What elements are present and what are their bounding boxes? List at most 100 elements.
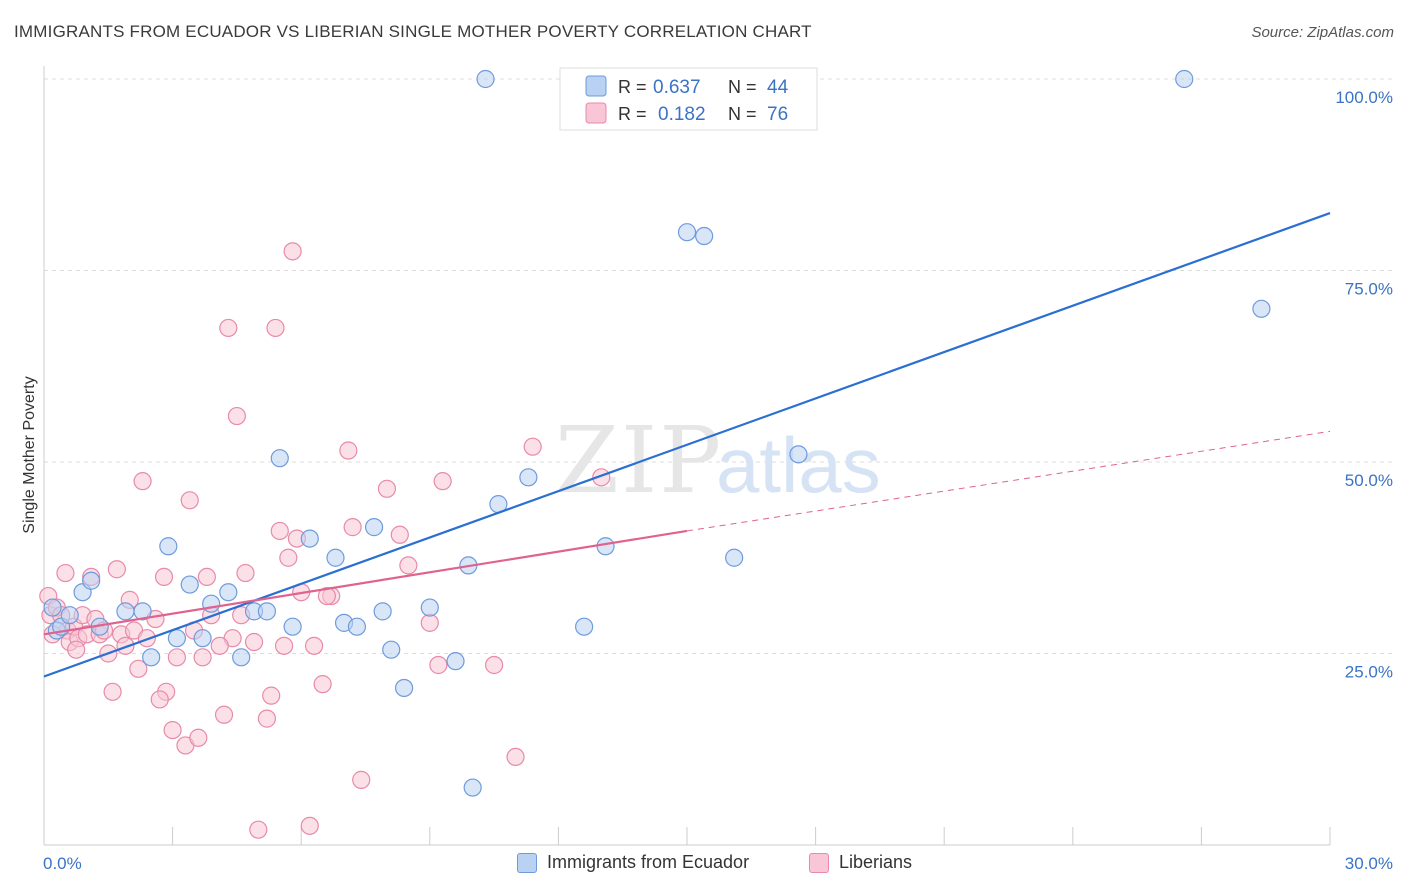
point-liberian: [249, 820, 268, 839]
point-liberian: [167, 648, 186, 667]
x-tick-label-max: 30.0%: [1345, 854, 1393, 873]
point-ecuador: [420, 598, 439, 617]
point-ecuador: [373, 602, 392, 621]
y-axis-title: Single Mother Poverty: [21, 376, 38, 533]
point-ecuador: [257, 602, 277, 621]
point-ecuador: [677, 223, 697, 242]
point-ecuador: [116, 602, 135, 621]
x-tick-label-min: 0.0%: [43, 854, 82, 873]
point-liberian: [279, 548, 298, 567]
point-liberian: [420, 613, 439, 632]
point-liberian: [193, 648, 212, 667]
point-ecuador: [519, 468, 538, 487]
legend-n-label-1: N =: [728, 77, 757, 97]
point-ecuador: [60, 606, 79, 625]
legend-box: R = 0.637 N = 44 R = 0.182 N = 76: [559, 67, 818, 131]
bottom-legend: Immigrants from Ecuador Liberians: [0, 852, 1406, 878]
point-ecuador: [1252, 299, 1271, 318]
point-ecuador: [695, 226, 714, 246]
point-liberian: [377, 479, 397, 498]
point-liberian: [163, 720, 182, 740]
point-liberian: [107, 560, 126, 579]
y-tick-label-25: 25.0%: [1345, 663, 1393, 682]
y-tick-label-75: 75.0%: [1345, 280, 1393, 299]
point-liberian: [266, 318, 285, 338]
series-ecuador-points: [43, 69, 1271, 797]
point-ecuador: [270, 449, 289, 468]
point-liberian: [214, 705, 234, 724]
trend-line-extension-1: [686, 430, 1331, 532]
legend-item-liberians[interactable]: Liberians: [809, 852, 912, 873]
point-liberian: [67, 640, 86, 659]
legend-swatch-liberians-bottom: [809, 852, 829, 873]
point-liberian: [154, 567, 174, 587]
legend-r-label-1: R =: [618, 77, 647, 97]
point-liberian: [352, 770, 371, 789]
point-liberian: [150, 690, 169, 709]
point-liberian: [129, 659, 148, 678]
watermark-zip: ZIP: [555, 407, 723, 514]
point-liberian: [274, 636, 294, 655]
point-ecuador: [283, 617, 302, 636]
legend-swatch-ecuador: [585, 75, 607, 97]
legend-n-value-2: 76: [767, 104, 788, 125]
point-ecuador: [596, 537, 615, 556]
legend-label-liberians: Liberians: [839, 852, 913, 872]
x-tick-labels: 0.0% 30.0%: [43, 854, 1393, 873]
point-liberian: [485, 655, 504, 675]
point-ecuador: [725, 548, 744, 567]
point-ecuador: [382, 640, 401, 659]
point-ecuador: [326, 548, 345, 567]
point-ecuador: [133, 602, 152, 621]
point-ecuador: [347, 617, 367, 636]
legend-n-label-2: N =: [728, 104, 757, 124]
point-ecuador: [180, 575, 199, 594]
point-liberian: [283, 242, 302, 261]
point-liberian: [390, 525, 409, 544]
point-liberian: [180, 491, 199, 510]
legend-swatch-liberians: [585, 102, 607, 124]
point-liberian: [429, 655, 448, 675]
point-ecuador: [82, 571, 101, 590]
point-liberian: [227, 406, 246, 426]
watermark-atlas: atlas: [716, 421, 881, 509]
legend-label-ecuador: Immigrants from Ecuador: [547, 852, 750, 872]
point-liberian: [197, 567, 216, 587]
chart-title: IMMIGRANTS FROM ECUADOR VS LIBERIAN SING…: [14, 22, 812, 41]
source-label: Source: ZipAtlas.com: [1251, 24, 1394, 41]
point-liberian: [270, 521, 289, 541]
point-liberian: [219, 318, 238, 338]
point-ecuador: [167, 629, 186, 648]
point-ecuador: [463, 778, 482, 797]
series-liberians-points: [39, 242, 611, 839]
point-liberian: [262, 686, 281, 705]
point-liberian: [137, 629, 156, 648]
point-liberian: [236, 563, 255, 583]
legend-r-value-2: 0.182: [658, 104, 706, 125]
legend-r-label-2: R =: [618, 104, 647, 124]
point-ecuador: [43, 598, 62, 617]
point-liberian: [300, 816, 319, 835]
point-liberian: [313, 675, 332, 694]
point-liberian: [506, 747, 525, 767]
point-ecuador: [159, 537, 178, 556]
legend-r-value-1: 0.637: [653, 77, 701, 98]
trend-line-1: [43, 529, 688, 636]
point-liberian: [210, 636, 229, 655]
trend-lines: [43, 212, 1331, 678]
watermark: ZIP atlas: [555, 407, 881, 514]
point-ecuador: [202, 594, 221, 613]
point-ecuador: [364, 518, 384, 537]
point-liberian: [343, 518, 362, 537]
point-liberian: [433, 472, 452, 491]
point-ecuador: [219, 583, 238, 602]
point-liberian: [116, 636, 135, 655]
point-liberian: [339, 441, 358, 460]
point-liberian: [189, 728, 208, 747]
point-liberian: [399, 556, 418, 575]
point-ecuador: [193, 629, 212, 648]
point-liberian: [304, 636, 324, 655]
trend-line-0: [43, 212, 1331, 678]
legend-item-ecuador[interactable]: Immigrants from Ecuador: [517, 852, 749, 873]
